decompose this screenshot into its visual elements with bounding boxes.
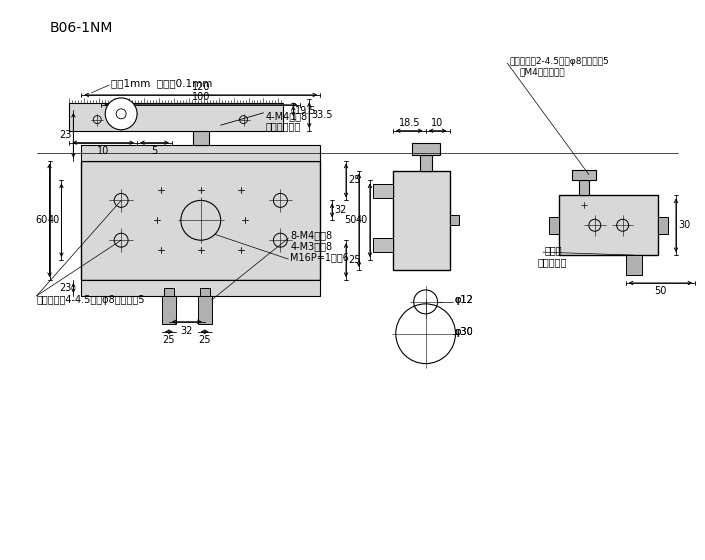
Bar <box>164 288 174 296</box>
Text: 33.5: 33.5 <box>311 110 333 120</box>
Text: 自反面開吅2-4.5通孔φ8沉孔深奤5: 自反面開吅2-4.5通孔φ8沉孔深奤5 <box>509 57 609 66</box>
Text: 100: 100 <box>192 92 210 102</box>
Text: 40: 40 <box>356 215 368 225</box>
Bar <box>200 288 209 296</box>
Bar <box>572 170 596 180</box>
Text: 5: 5 <box>152 146 158 156</box>
Text: φ12: φ12 <box>455 295 473 305</box>
Text: 40: 40 <box>47 215 59 225</box>
Text: 25: 25 <box>348 175 360 185</box>
Bar <box>373 184 393 198</box>
Text: φ30: φ30 <box>455 326 473 337</box>
Text: 50: 50 <box>654 286 667 296</box>
Text: 10: 10 <box>431 118 443 128</box>
Text: 8-M4深奤8: 8-M4深奤8 <box>290 230 333 240</box>
Text: 23: 23 <box>59 130 71 140</box>
Text: （背面相同）: （背面相同） <box>266 121 301 131</box>
Bar <box>393 171 450 270</box>
Text: B06-1NM: B06-1NM <box>49 21 113 35</box>
Text: 19.5: 19.5 <box>295 106 317 116</box>
Text: 刺勪1mm  遊尺規0.1mm: 刺勪1mm 遊尺規0.1mm <box>111 78 213 88</box>
Bar <box>450 216 460 225</box>
Text: 32: 32 <box>334 206 346 216</box>
Text: 32: 32 <box>180 326 193 336</box>
Text: 50: 50 <box>345 215 357 225</box>
Circle shape <box>105 98 137 130</box>
Bar <box>419 155 431 171</box>
Text: 60: 60 <box>35 215 47 225</box>
Text: 4-M3深奤8: 4-M3深奤8 <box>290 241 333 251</box>
Bar <box>373 238 393 252</box>
Text: 4-M4深奤8: 4-M4深奤8 <box>266 111 307 121</box>
Bar <box>198 296 212 324</box>
Text: 10: 10 <box>97 146 109 156</box>
Bar <box>81 144 320 161</box>
Bar <box>625 255 642 275</box>
Text: 23: 23 <box>59 283 71 293</box>
Bar <box>579 180 589 195</box>
Text: 120: 120 <box>192 82 210 92</box>
Text: 固定具: 固定具 <box>544 245 562 255</box>
Text: M16P=1深奤6: M16P=1深奤6 <box>290 252 349 262</box>
Bar <box>559 195 658 255</box>
Bar <box>162 296 176 324</box>
Text: 25: 25 <box>199 335 211 345</box>
Text: 18.5: 18.5 <box>398 118 420 128</box>
Text: 進給用把手: 進給用把手 <box>537 257 566 267</box>
Text: 自反面開吅4-4.5通孔φ8沉孔深奤5: 自反面開吅4-4.5通孔φ8沉孔深奤5 <box>37 295 145 305</box>
Text: 25: 25 <box>163 335 175 345</box>
Bar <box>192 117 209 144</box>
Text: （M4用螺栓孔）: （M4用螺栓孔） <box>519 68 565 77</box>
Text: φ12: φ12 <box>455 295 473 305</box>
Text: 25: 25 <box>348 255 360 265</box>
Bar <box>69 103 283 130</box>
Text: φ30: φ30 <box>455 326 473 337</box>
Bar <box>412 143 439 155</box>
Bar <box>658 217 668 234</box>
Bar <box>81 161 320 280</box>
Text: 30: 30 <box>678 220 690 230</box>
Bar <box>81 280 320 296</box>
Bar <box>549 217 559 234</box>
Bar <box>179 103 223 117</box>
